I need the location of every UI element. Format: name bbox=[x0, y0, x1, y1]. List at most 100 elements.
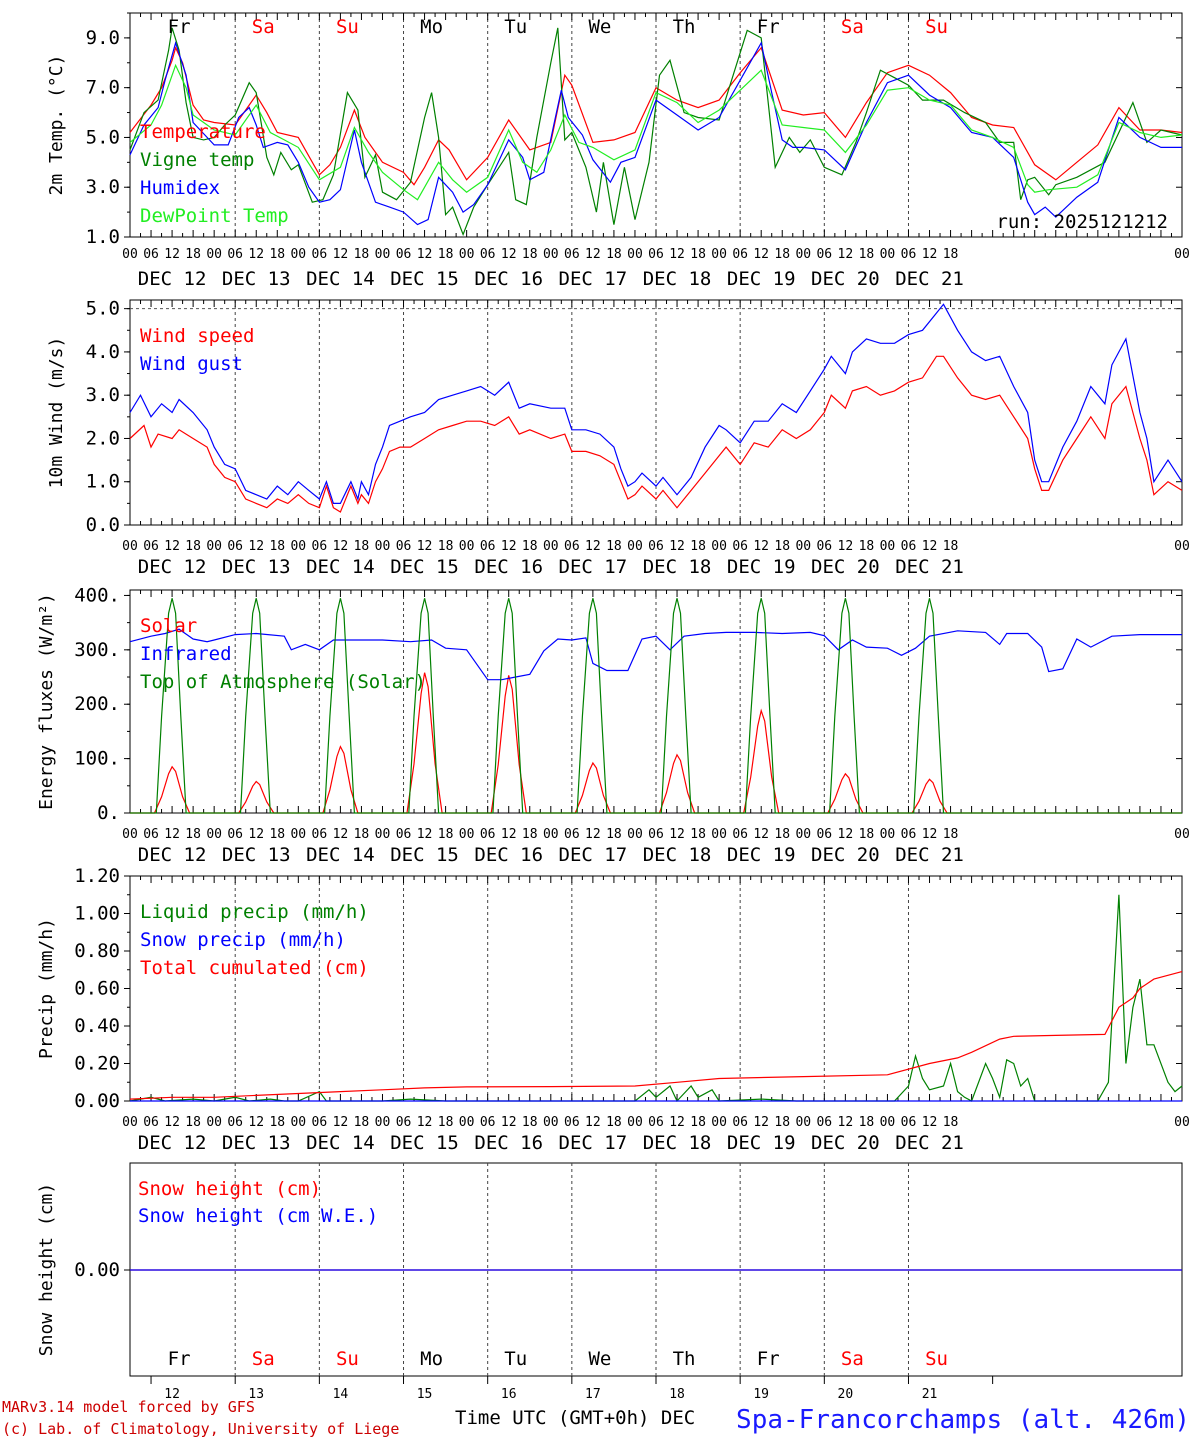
panel-energy: 0. 100. 200. 300. 400. Energy fluxes (W/m²) 00… bbox=[36, 584, 1190, 866]
precip-date-label: DEC 12 bbox=[138, 1132, 207, 1154]
wind-hour-label: 00 bbox=[459, 539, 475, 554]
energy-hour-label: 00 bbox=[459, 827, 475, 842]
wind-date-label: DEC 15 bbox=[390, 556, 459, 578]
precip-hour-label: 06 bbox=[312, 1115, 328, 1130]
precip-hour-label: 18 bbox=[943, 1115, 959, 1130]
precip-hour-label: 00 bbox=[627, 1115, 643, 1130]
temp-hour-label: 00 bbox=[880, 247, 896, 262]
wind-hour-label: 12 bbox=[417, 539, 433, 554]
energy-date-label: DEC 15 bbox=[390, 844, 459, 866]
temp-date-label: DEC 18 bbox=[643, 268, 712, 290]
wind-hour-label: 00 bbox=[290, 539, 306, 554]
panel-wind: 0.0 1.0 2.0 3.0 4.0 5.0 10m Wind (m/s) 00 06 12 18… bbox=[46, 298, 1190, 578]
snow-day-number: 21 bbox=[922, 1387, 938, 1402]
precip-ytick-label: 1.20 bbox=[74, 865, 120, 887]
temp-hour-label: 06 bbox=[312, 247, 328, 262]
wind-date-label: DEC 14 bbox=[306, 556, 375, 578]
temp-hour-label: 12 bbox=[417, 247, 433, 262]
temp-date-label: DEC 12 bbox=[138, 268, 207, 290]
snow-day-name: Su bbox=[925, 1348, 948, 1370]
snow-legend-entry: Snow height (cm) bbox=[138, 1178, 321, 1200]
wind-hour-label: 06 bbox=[816, 539, 832, 554]
snow-day-name: Sa bbox=[841, 1348, 864, 1370]
wind-ytick-label: 4.0 bbox=[86, 341, 120, 363]
wind-hour-label: 18 bbox=[690, 539, 706, 554]
energy-series-top-of-atmosphere-solar bbox=[130, 598, 1182, 814]
snow-day-number: 15 bbox=[417, 1387, 433, 1402]
temp-hour-label: 18 bbox=[269, 247, 285, 262]
temp-hour-label: 06 bbox=[227, 247, 243, 262]
energy-date-label: DEC 16 bbox=[474, 844, 543, 866]
wind-ytick-label: 3.0 bbox=[86, 384, 120, 406]
wind-hour-label: 06 bbox=[648, 539, 664, 554]
temp-series-dewpoint-temp bbox=[129, 63, 1183, 201]
panel-snow: 0.00 Snow height (cm) Snow height (cm) Snow… bbox=[36, 1162, 1183, 1377]
temp-hour-label: 12 bbox=[838, 247, 854, 262]
wind-hour-label: 18 bbox=[774, 539, 790, 554]
temp-hour-label: 18 bbox=[354, 247, 370, 262]
wind-date-label: DEC 20 bbox=[811, 556, 880, 578]
precip-date-label: DEC 19 bbox=[727, 1132, 796, 1154]
wind-hour-label: 12 bbox=[753, 539, 769, 554]
precip-hour-label: 18 bbox=[606, 1115, 622, 1130]
energy-date-label: DEC 18 bbox=[643, 844, 712, 866]
wind-date-label: DEC 17 bbox=[559, 556, 628, 578]
energy-frame bbox=[129, 589, 1183, 814]
energy-hour-label: 12 bbox=[669, 827, 685, 842]
energy-hour-label: 18 bbox=[690, 827, 706, 842]
precip-hour-label: 12 bbox=[753, 1115, 769, 1130]
wind-hour-label: 00 bbox=[627, 539, 643, 554]
energy-hour-label: 06 bbox=[648, 827, 664, 842]
wind-ytick-label: 5.0 bbox=[86, 298, 120, 320]
precip-hour-label: 00 bbox=[543, 1115, 559, 1130]
energy-hour-label: 00 bbox=[290, 827, 306, 842]
precip-date-label: DEC 17 bbox=[559, 1132, 628, 1154]
wind-hour-label: 12 bbox=[585, 539, 601, 554]
precip-legend-entry: Total cumulated (cm) bbox=[140, 957, 369, 979]
precip-hour-label: 00 bbox=[206, 1115, 222, 1130]
precip-hour-label: 18 bbox=[859, 1115, 875, 1130]
wind-hour-label: 00 bbox=[711, 539, 727, 554]
precip-hour-label: 06 bbox=[564, 1115, 580, 1130]
wind-hour-label: 06 bbox=[564, 539, 580, 554]
wind-hour-label: 00 bbox=[122, 539, 138, 554]
wind-hour-label: 06 bbox=[143, 539, 159, 554]
energy-hour-label: 18 bbox=[774, 827, 790, 842]
energy-date-label: DEC 17 bbox=[559, 844, 628, 866]
wind-hour-label: 18 bbox=[269, 539, 285, 554]
temp-hour-label: 18 bbox=[438, 247, 454, 262]
wind-hour-label: 12 bbox=[838, 539, 854, 554]
precip-hour-label: 12 bbox=[248, 1115, 264, 1130]
temp-date-label: DEC 19 bbox=[727, 268, 796, 290]
precip-ytick-label: 1.00 bbox=[74, 903, 120, 925]
energy-hour-label: 06 bbox=[227, 827, 243, 842]
snow-day-number: 17 bbox=[585, 1387, 601, 1402]
temp-hour-label: 06 bbox=[648, 247, 664, 262]
temp-hour-label: 00 bbox=[290, 247, 306, 262]
energy-hour-label: 18 bbox=[522, 827, 538, 842]
precip-hour-label: 06 bbox=[732, 1115, 748, 1130]
energy-hour-label: 18 bbox=[943, 827, 959, 842]
energy-ytick-label: 0. bbox=[97, 802, 120, 824]
temp-hour-label: 06 bbox=[732, 247, 748, 262]
snow-day-number: 19 bbox=[753, 1387, 769, 1402]
wind-hour-label: 06 bbox=[480, 539, 496, 554]
energy-date-label: DEC 19 bbox=[727, 844, 796, 866]
temp-legend-entry: Temperature bbox=[140, 121, 266, 143]
wind-ylabel: 10m Wind (m/s) bbox=[46, 337, 67, 489]
temp-legend-entry: Vigne temp bbox=[140, 149, 254, 171]
wind-hour-label: 00 bbox=[543, 539, 559, 554]
precip-hour-label: 18 bbox=[438, 1115, 454, 1130]
snow-day-name: Th bbox=[673, 1348, 696, 1370]
wind-date-label: DEC 19 bbox=[727, 556, 796, 578]
temp-day-name: We bbox=[588, 16, 611, 38]
precip-hour-label: 12 bbox=[669, 1115, 685, 1130]
precip-date-label: DEC 21 bbox=[895, 1132, 964, 1154]
temp-day-name: Fr bbox=[757, 16, 780, 38]
temp-hour-label: 00 bbox=[795, 247, 811, 262]
precip-hour-label: 12 bbox=[922, 1115, 938, 1130]
temp-series-vigne-temp bbox=[129, 27, 1183, 237]
energy-ytick-label: 100. bbox=[74, 748, 120, 770]
precip-hour-label: 18 bbox=[690, 1115, 706, 1130]
